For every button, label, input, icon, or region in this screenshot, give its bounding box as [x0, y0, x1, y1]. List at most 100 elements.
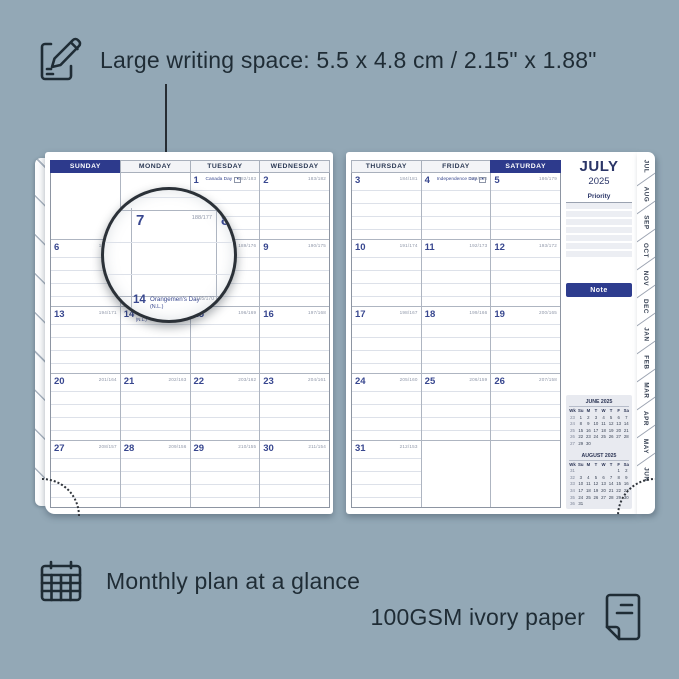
mini-day: 27 [616, 434, 622, 440]
month-tab-label: FEB [642, 354, 650, 370]
lens-rule [104, 274, 234, 275]
mini-day: 22 [616, 487, 622, 493]
mini-day [615, 441, 623, 448]
calendar-day-cell: 22 203/162 [190, 374, 261, 440]
calendar-grid-icon [38, 558, 84, 604]
mini-day [607, 468, 615, 475]
date-number: 30 [263, 443, 274, 454]
mini-day: 16 [623, 481, 629, 487]
holiday-label: Independence Day ⚑ [437, 176, 486, 183]
mini-calendar-week: 27 29 30 [568, 441, 630, 448]
date-number: 3 [355, 175, 361, 186]
ruled-lines [421, 379, 491, 440]
day-count: 184/181 [399, 176, 418, 181]
mini-day: 16 [585, 427, 591, 433]
ruled-lines [352, 312, 421, 373]
mini-day: 17 [593, 427, 599, 433]
ruled-lines [421, 245, 491, 306]
bottom-feature: Monthly plan at a glance [38, 558, 360, 604]
lens-holiday-sublabel: (N.L.) [150, 304, 164, 310]
mini-calendar: Wk Su M T W T F Sa 31 1 2 32 3 4 5 6 7 8 9 33 10 11 12 13 14 15 16… [568, 462, 630, 508]
date-number: 26 [494, 376, 505, 387]
priority-label: Priority [566, 193, 632, 203]
sidebar: JULY 2025 Priority Note [566, 158, 632, 297]
calendar-week-row: 10 191/174 11 192/173 12 193/172 [352, 240, 561, 307]
mini-day: 18 [601, 427, 606, 433]
day-count: 183/182 [307, 176, 326, 181]
date-number: 1 [193, 175, 199, 186]
mini-col-label: Wk [569, 408, 576, 413]
day-count: 203/162 [238, 377, 257, 382]
calendar-day-cell: 13 194/171 [51, 307, 121, 373]
mini-col-label: Sa [623, 461, 629, 467]
mini-day [600, 441, 608, 448]
mini-day: 23 [570, 414, 575, 420]
mini-day: 7 [625, 414, 628, 420]
date-number: 16 [263, 309, 274, 320]
mini-day: 19 [608, 427, 614, 433]
ruled-lines [491, 245, 561, 306]
weekday-header-row: SUNDAY MONDAY TUESDAY WEDNESDAY [50, 160, 330, 173]
lens-rule [104, 197, 234, 198]
mini-day [607, 441, 615, 448]
mini-day [577, 468, 585, 475]
day-count: 210/155 [238, 444, 257, 449]
mini-col-label: T [609, 461, 613, 467]
mini-day: 20 [616, 427, 622, 433]
mini-day: 2 [625, 468, 628, 474]
date-number: 23 [263, 376, 274, 387]
lens-grid-line [216, 190, 217, 320]
mini-calendar-header: Wk Su M T W T F Sa [568, 462, 630, 469]
date-number: 14 [123, 309, 135, 320]
mini-day: 28 [623, 434, 629, 440]
mini-day [600, 468, 608, 475]
callout-line [165, 84, 167, 190]
ruled-lines [352, 379, 421, 440]
date-number: 21 [123, 376, 135, 387]
right-calendar-grid: THURSDAY FRIDAY SATURDAY 3 184/181 4 185/180 In… [351, 160, 562, 508]
mini-day: 4 [587, 474, 590, 480]
ruled-lines [260, 178, 329, 239]
mini-day: 9 [587, 421, 590, 427]
mini-day: 23 [585, 434, 591, 440]
holiday-label: Canada Day ⚑ [206, 176, 242, 183]
mini-col-label: W [601, 408, 606, 413]
day-count: 194/171 [98, 310, 117, 315]
calendar-day-cell: 15196/169 [190, 307, 261, 373]
flag-icon: ⚑ [234, 176, 242, 183]
day-count: 193/172 [539, 243, 558, 248]
ruled-lines [491, 379, 561, 440]
date-number: 29 [193, 443, 205, 454]
date-number: 4 [424, 175, 430, 186]
month-tab-label: JUL [642, 159, 650, 173]
month-tab-aug: AUG [637, 180, 655, 208]
mini-day: 15 [578, 427, 584, 433]
mini-calendar-header: Wk Su M T W T F Sa [568, 408, 630, 415]
mini-col-label: Sa [623, 408, 629, 413]
mini-day: 19 [593, 487, 599, 493]
month-tab-label: JAN [642, 326, 650, 342]
calendar-day-cell: 2 183/182 [260, 173, 329, 239]
ruled-lines [260, 379, 329, 440]
magnifier-lens: 7 188/177 8 14 Orangemen's Day (N.L.) 19… [101, 187, 237, 323]
mini-day: 14 [623, 421, 629, 427]
day-count: 185/180 [469, 176, 488, 181]
day-count: 206/159 [469, 377, 488, 382]
mini-calendar-week: 24 8 9 10 11 12 13 14 [568, 421, 630, 428]
mini-day: 10 [593, 421, 599, 427]
mini-day: 11 [586, 481, 591, 487]
day-count: 212/153 [399, 444, 418, 449]
mini-day: 24 [578, 494, 584, 500]
mini-day: 5 [609, 414, 613, 420]
ruled-lines [260, 446, 329, 507]
calendar-day-cell: 12 193/172 [491, 240, 561, 306]
month-tab-label: OCT [642, 242, 650, 258]
calendar-day-cell: 4 185/180 Independence Day ⚑ [421, 173, 492, 239]
paper-feature-text: 100GSM ivory paper [370, 603, 585, 630]
ruled-lines [190, 379, 260, 440]
mini-calendar-week: 23 1 2 3 4 5 6 7 [568, 415, 630, 422]
lens-date-14: 14 [133, 294, 146, 306]
mini-day: 10 [578, 481, 584, 487]
calendar-day-cell: 24 205/160 [352, 374, 422, 440]
priority-lines [566, 203, 632, 259]
